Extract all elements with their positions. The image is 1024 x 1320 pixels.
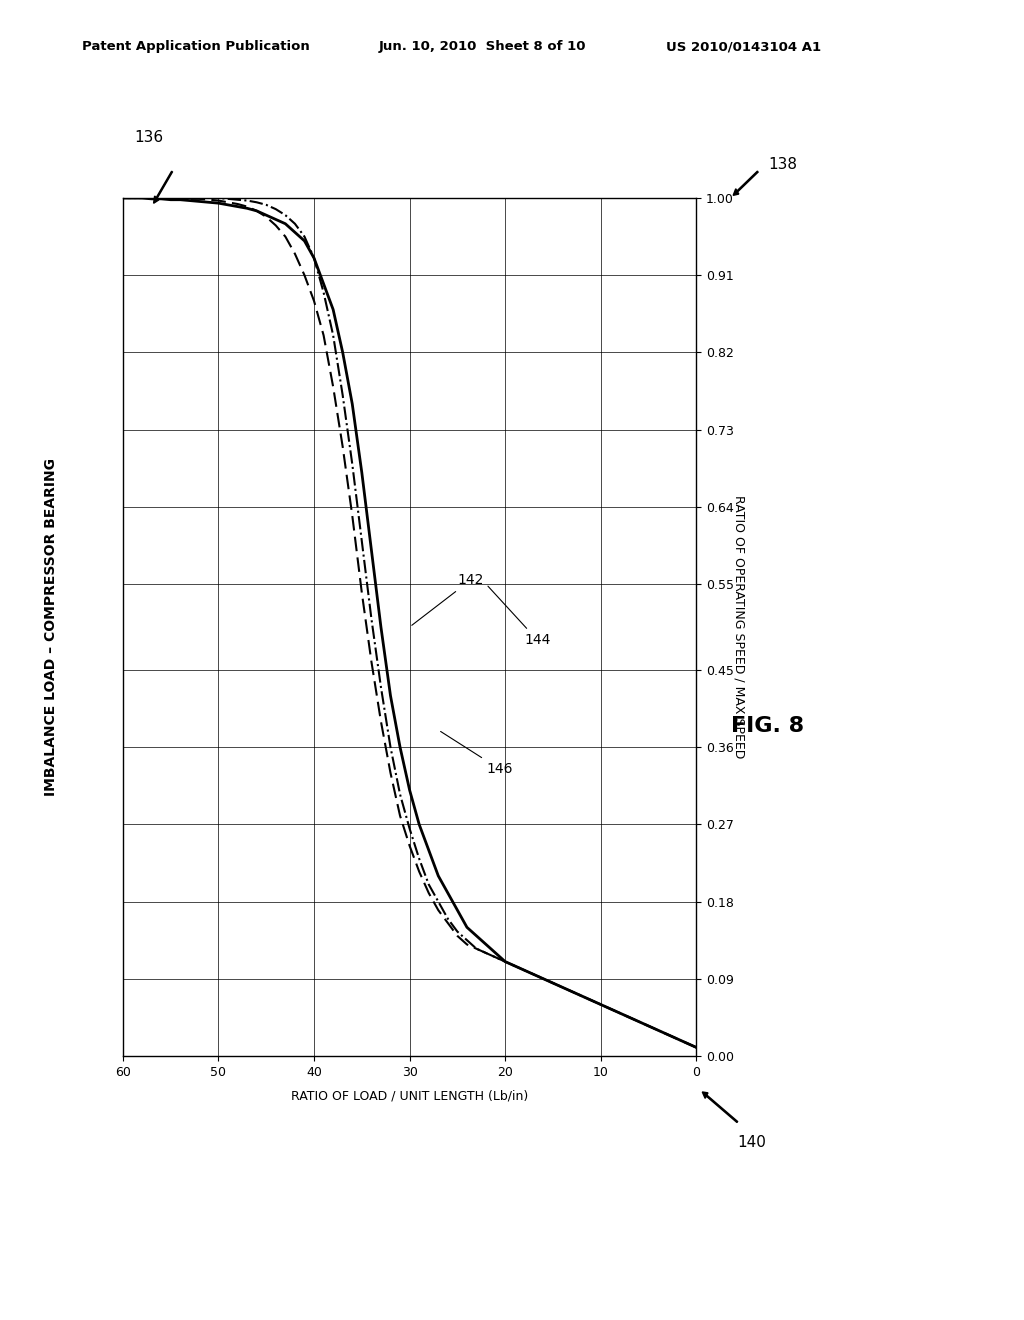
X-axis label: RATIO OF LOAD / UNIT LENGTH (Lb/in): RATIO OF LOAD / UNIT LENGTH (Lb/in) bbox=[291, 1090, 528, 1102]
Text: 140: 140 bbox=[737, 1135, 766, 1150]
Text: FIG. 8: FIG. 8 bbox=[731, 715, 805, 737]
Y-axis label: RATIO OF OPERATING SPEED / MAX SPEED: RATIO OF OPERATING SPEED / MAX SPEED bbox=[732, 495, 745, 759]
Text: Patent Application Publication: Patent Application Publication bbox=[82, 40, 309, 53]
Text: Jun. 10, 2010  Sheet 8 of 10: Jun. 10, 2010 Sheet 8 of 10 bbox=[379, 40, 587, 53]
Text: IMBALANCE LOAD – COMPRESSOR BEARING: IMBALANCE LOAD – COMPRESSOR BEARING bbox=[44, 458, 58, 796]
Text: 136: 136 bbox=[134, 131, 164, 145]
Text: 142: 142 bbox=[412, 573, 483, 626]
Text: 138: 138 bbox=[768, 157, 797, 172]
Text: 144: 144 bbox=[488, 586, 551, 647]
Text: 146: 146 bbox=[440, 731, 513, 776]
Text: US 2010/0143104 A1: US 2010/0143104 A1 bbox=[666, 40, 820, 53]
